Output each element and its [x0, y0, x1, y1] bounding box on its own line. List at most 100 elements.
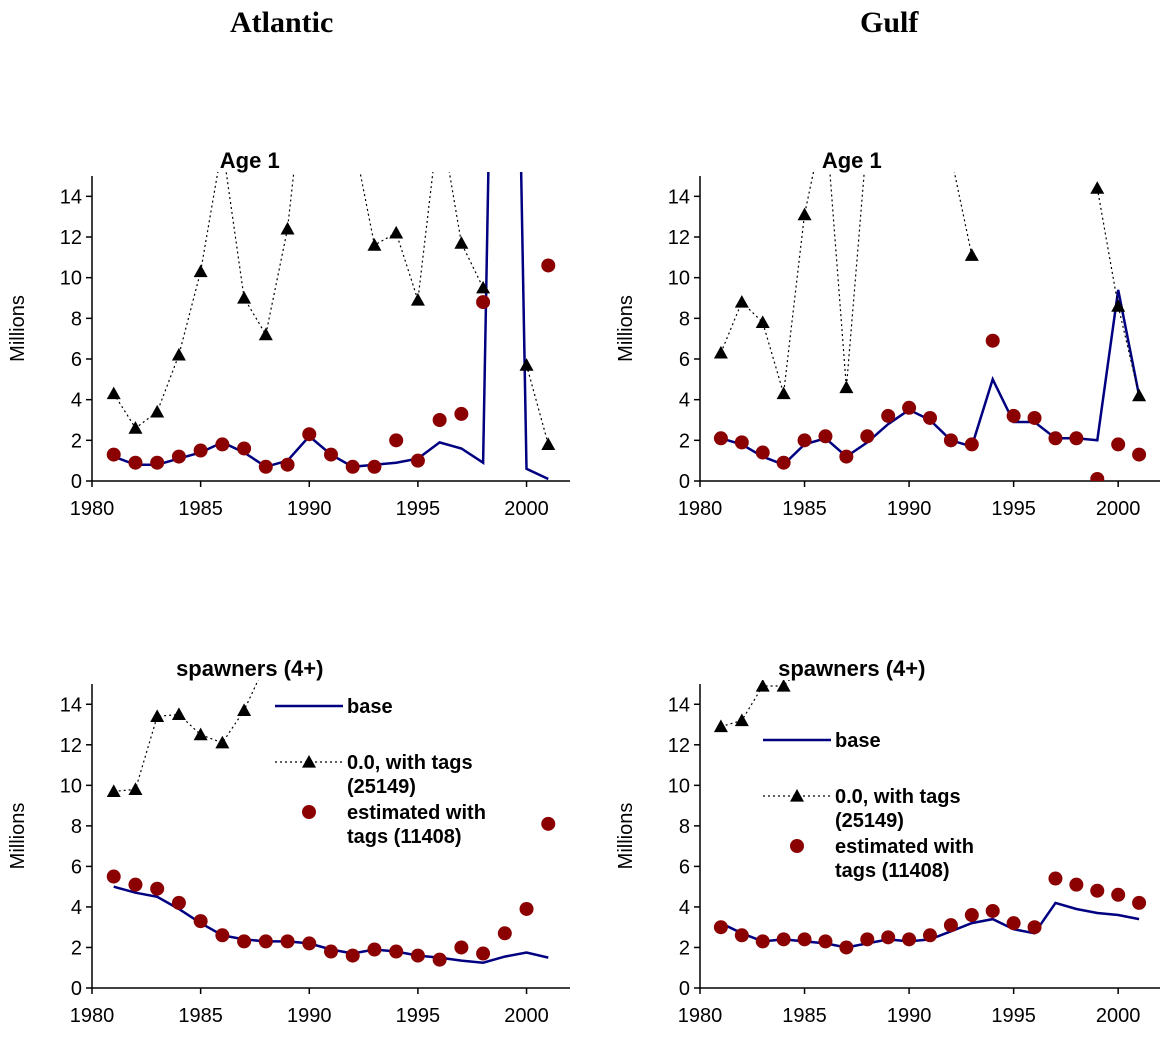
legend: base 0.0, with tags (25149)estimated with t…: [763, 730, 974, 882]
series-estimated-point: [367, 459, 382, 474]
series-estimated-point: [1069, 431, 1084, 446]
series-estimated-point: [776, 932, 791, 947]
series-estimated-point: [171, 449, 186, 464]
series-estimated-point: [776, 455, 791, 470]
series-estimated-point: [943, 918, 958, 933]
y-tick-label: 2: [679, 430, 690, 452]
series-estimated-point: [128, 455, 143, 470]
series-tags-marker: [106, 386, 121, 400]
atlantic-column-title: Atlantic: [230, 6, 334, 39]
series-estimated-point: [881, 930, 896, 945]
series-estimated-point: [860, 429, 875, 444]
x-tick-label: 1980: [70, 1005, 115, 1027]
y-axis-label: Millions: [7, 803, 29, 870]
x-tick-label: 1980: [678, 498, 723, 520]
series-estimated-point: [367, 942, 382, 957]
series-estimated-point: [215, 437, 230, 452]
series-estimated-point: [860, 932, 875, 947]
x-tick-label: 1985: [178, 498, 223, 520]
series-estimated-point: [1006, 916, 1021, 931]
series-estimated-point: [476, 295, 491, 310]
y-tick-label: 4: [679, 897, 690, 919]
y-axis-label: Millions: [615, 803, 637, 870]
series-estimated-point: [215, 928, 230, 943]
y-tick-label: 12: [668, 227, 690, 249]
series-estimated-point: [713, 920, 728, 935]
series-estimated-point: [171, 895, 186, 910]
series-estimated-point: [324, 447, 338, 462]
series-estimated-point: [106, 869, 121, 884]
y-tick-label: 12: [60, 227, 82, 249]
series-estimated-point: [923, 928, 937, 943]
series-estimated-point: [902, 400, 917, 415]
y-tick-label: 6: [71, 856, 82, 878]
series-estimated-point: [1090, 471, 1105, 481]
y-tick-label: 8: [679, 308, 690, 330]
series-estimated-point: [497, 926, 512, 941]
legend-tags-label: 0.0, with tags (25149): [347, 752, 473, 798]
y-tick-label: 4: [679, 390, 690, 412]
series-tags-marker: [171, 347, 186, 361]
y-tick-label: 14: [668, 186, 690, 208]
y-tick-label: 14: [60, 694, 82, 716]
series-tags-marker: [237, 703, 252, 716]
y-tick-label: 10: [668, 268, 690, 290]
chart-title: Age 1: [822, 148, 882, 173]
legend-tags-swatch-marker: [302, 755, 316, 768]
series-estimated-point: [454, 406, 469, 421]
legend-tags-swatch-marker: [790, 789, 804, 802]
series-tags-marker: [367, 238, 382, 251]
series-tags-marker: [1132, 388, 1147, 402]
legend-estimated-label: estimated with tags (11408): [347, 802, 486, 848]
series-estimated-point: [150, 881, 165, 896]
series-estimated-point: [1006, 408, 1021, 423]
x-tick-label: 1985: [782, 1005, 827, 1027]
series-estimated-point: [1111, 887, 1126, 902]
series-tags-marker: [1111, 299, 1126, 312]
series-estimated-point: [410, 453, 425, 468]
series-estimated-point: [818, 429, 833, 444]
y-tick-label: 10: [668, 775, 690, 797]
series-estimated-point: [964, 437, 979, 452]
gulf-age1-chart: Age 1 Millions 0 2 4 6 8 10 12 14 1980 1985 1990 1995…: [615, 148, 1160, 520]
x-tick-label: 1985: [178, 1005, 223, 1027]
y-tick-label: 2: [679, 937, 690, 959]
series-tags-marker: [1090, 181, 1105, 194]
series-tags-marker: [193, 727, 208, 741]
gulf-spawners-chart: spawners (4+) Millions 0 2 4 6 8 10 12 14 1980 1985…: [615, 656, 1160, 1027]
series-estimated-point: [755, 445, 770, 460]
series-estimated-point: [985, 903, 1000, 918]
series-tags-marker: [776, 386, 791, 400]
series-estimated-point: [410, 948, 425, 963]
series-tags-marker: [797, 207, 812, 221]
y-tick-label: 0: [71, 978, 82, 1000]
series-estimated-point: [881, 408, 896, 423]
series-estimated-point: [1132, 895, 1147, 910]
y-tick-label: 12: [668, 735, 690, 757]
series-estimated-point: [193, 914, 208, 929]
y-tick-label: 10: [60, 268, 82, 290]
series-estimated-point: [128, 877, 143, 892]
series-estimated-point: [1048, 431, 1063, 446]
series-estimated-point: [454, 940, 469, 955]
series-estimated-point: [476, 946, 491, 961]
x-tick-label: 2000: [1096, 1005, 1141, 1027]
legend-estimated-label: estimated with tags (11408): [835, 836, 974, 882]
chart-title: spawners (4+): [778, 656, 925, 681]
series-estimated-point: [734, 435, 749, 450]
series-estimated-point: [258, 934, 273, 949]
series-estimated-point: [106, 447, 121, 462]
legend: base 0.0, with tags (25149)estimated with t…: [275, 696, 486, 848]
series-tags-marker: [193, 264, 208, 278]
x-tick-label: 1990: [287, 1005, 332, 1027]
y-tick-label: 14: [668, 694, 690, 716]
series-estimated-point: [923, 410, 937, 425]
series-estimated-point: [150, 455, 165, 470]
series-tags-marker: [776, 680, 791, 692]
atlantic-age1-chart: Age 1 Millions 0 2 4 6 8 10 12 14 1980 1985 1990 1995…: [7, 148, 570, 520]
series-estimated-point: [1048, 871, 1063, 886]
series-estimated-point: [943, 433, 958, 448]
x-tick-label: 1985: [782, 498, 827, 520]
series-estimated-point: [389, 433, 404, 448]
